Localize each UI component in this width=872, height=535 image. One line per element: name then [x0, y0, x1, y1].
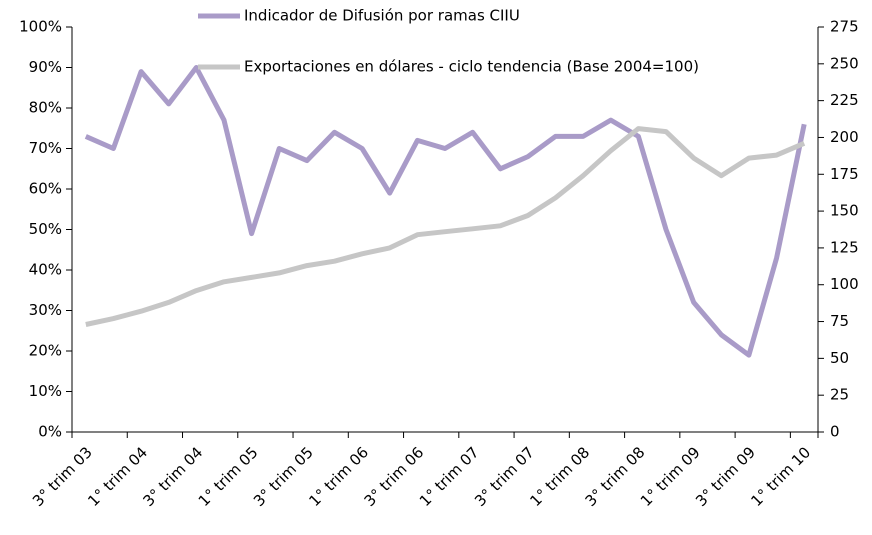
- y-tick-label: 10%: [29, 382, 62, 400]
- y-tick-label: 100%: [19, 18, 62, 36]
- y-tick-label: 90%: [29, 58, 62, 76]
- y2-tick-label: 50: [830, 349, 849, 367]
- y-tick-label: 50%: [29, 220, 62, 238]
- y2-tick-label: 25: [830, 386, 849, 404]
- series-line: [84, 65, 807, 358]
- legend-label: Exportaciones en dólares - ciclo tendenc…: [244, 58, 699, 76]
- y-tick-label: 70%: [29, 139, 62, 157]
- y-tick-label: 40%: [29, 261, 62, 279]
- y-tick-label: 20%: [29, 342, 62, 360]
- y2-tick-label: 150: [830, 202, 859, 220]
- y-tick-label: 60%: [29, 180, 62, 198]
- y2-tick-label: 100: [830, 275, 859, 293]
- x-tick-label: 1° trim 10: [747, 443, 814, 510]
- y2-tick-label: 275: [830, 18, 859, 36]
- y2-tick-label: 125: [830, 238, 859, 256]
- series-line: [85, 126, 806, 327]
- legend-label: Indicador de Difusión por ramas CIIU: [244, 7, 520, 25]
- y2-tick-label: 175: [830, 165, 859, 183]
- y2-tick-label: 250: [830, 54, 859, 72]
- y2-tick-label: 200: [830, 128, 859, 146]
- y2-tick-label: 75: [830, 312, 849, 330]
- y2-tick-label: 225: [830, 91, 859, 109]
- y2-tick-label: 0: [830, 423, 840, 441]
- y-tick-label: 30%: [29, 301, 62, 319]
- y-tick-label: 80%: [29, 99, 62, 117]
- y-tick-label: 0%: [38, 423, 62, 441]
